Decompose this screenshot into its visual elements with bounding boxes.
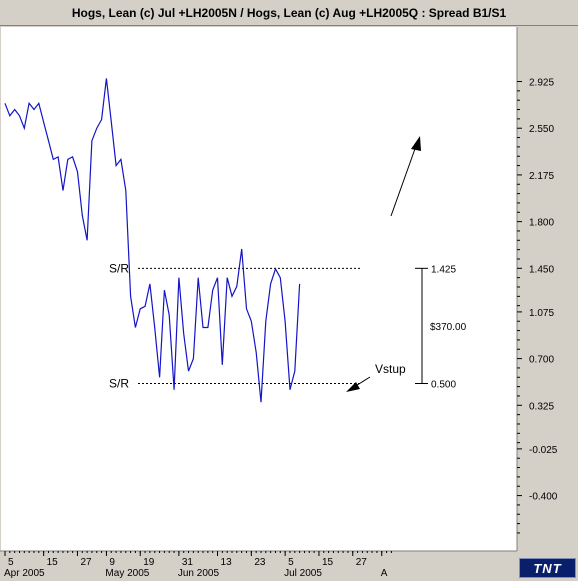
y-tick-label: 1.800 [529,218,554,229]
resistance-label: S/R [109,261,129,275]
y-tick-label: 1.450 [529,264,554,275]
chart-title: Hogs, Lean (c) Jul +LH2005N / Hogs, Lean… [0,0,578,26]
support-value-label: 0.500 [431,380,456,391]
x-month-label: Apr 2005 [4,568,45,579]
x-month-label: A [381,568,388,579]
spread-series-line [4,78,301,403]
y-tick-label: 2.550 [529,124,554,135]
x-tick-label: 27 [356,557,368,568]
x-tick-label: 9 [109,557,115,568]
y-tick-label: 0.700 [529,355,554,366]
x-tick-label: 31 [182,557,194,568]
y-tick-label: -0.025 [529,445,558,456]
y-axis-panel [517,27,578,551]
tnt-logo: TNT [519,558,576,578]
x-month-label: Jul 2005 [284,568,322,579]
range-value-label: $370.00 [430,322,467,333]
x-month-label: Jun 2005 [178,568,220,579]
vstup-arrow-head [346,382,360,392]
vstup-label: Vstup [375,362,406,376]
y-tick-label: 2.175 [529,171,554,182]
y-tick-label: -0.400 [529,492,558,503]
x-tick-label: 15 [322,557,334,568]
x-tick-label: 5 [8,557,14,568]
y-tick-label: 2.925 [529,78,554,89]
y-tick-label: 0.325 [529,401,554,412]
y-tick-label: 1.075 [529,308,554,319]
x-tick-label: 19 [143,557,155,568]
x-tick-label: 15 [47,557,59,568]
x-month-label: May 2005 [105,568,149,579]
x-tick-label: 13 [221,557,233,568]
x-tick-label: 5 [288,557,294,568]
trend-arrow [390,145,417,217]
support-label: S/R [109,377,129,391]
plot-background [1,27,517,551]
resistance-value-label: 1.425 [431,264,456,275]
trend-arrow-head [411,136,421,151]
x-axis-panel [0,551,578,581]
x-tick-label: 27 [80,557,92,568]
x-tick-label: 23 [254,557,266,568]
